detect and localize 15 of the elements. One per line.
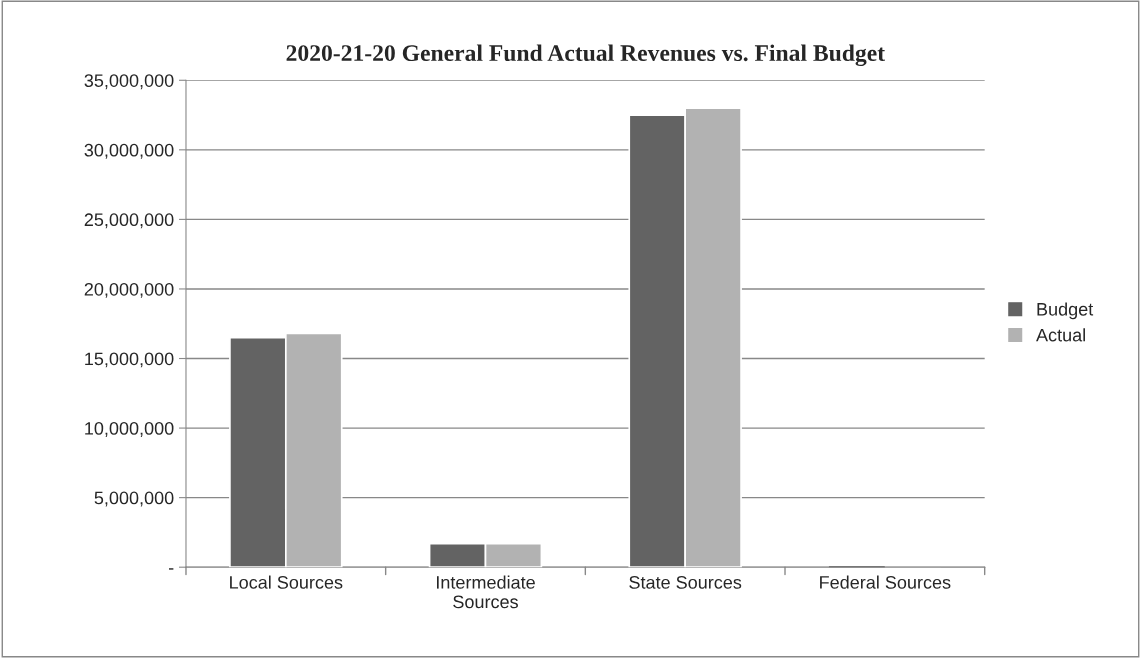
- x-tick-label: Federal Sources: [820, 575, 951, 589]
- y-tick-label: 10,000,000: [85, 422, 174, 437]
- y-tick-label: 35,000,000: [84, 74, 174, 90]
- x-tick-label: Intermediate Sources: [436, 575, 535, 609]
- y-tick-label: 20,000,000: [84, 282, 174, 298]
- y-tick-label: 5,000,000: [94, 491, 174, 507]
- legend-label: Budget: [1037, 302, 1094, 320]
- y-tick-label: 30,000,000: [84, 143, 174, 159]
- y-tick-label: -: [168, 568, 174, 570]
- y-tick-label: 15,000,000: [85, 352, 174, 368]
- x-tick-label: State Sources: [629, 576, 742, 589]
- x-tick-label: Local Sources: [230, 575, 343, 589]
- chart-title: 2020-21-20 General Fund Actual Revenues vs. Final Budget: [286, 44, 885, 67]
- y-tick-label: 25,000,000: [84, 213, 174, 229]
- legend-label: Actual: [1036, 328, 1085, 342]
